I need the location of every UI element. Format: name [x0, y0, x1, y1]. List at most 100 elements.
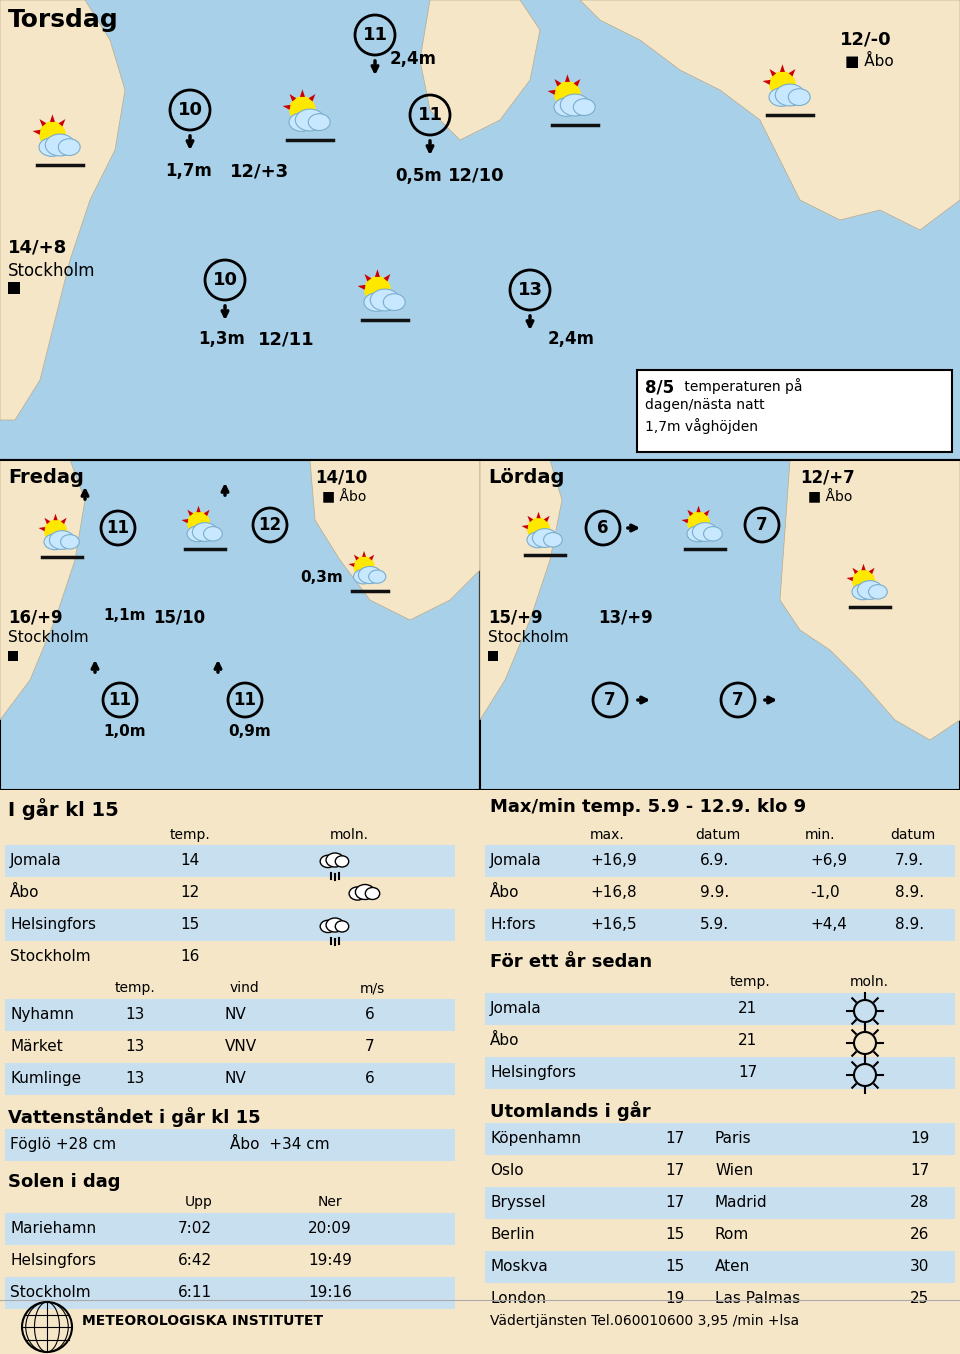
Ellipse shape	[776, 84, 804, 106]
Polygon shape	[687, 509, 693, 516]
Text: +4,4: +4,4	[810, 917, 847, 932]
Text: Berlin: Berlin	[490, 1227, 535, 1242]
Text: 16: 16	[180, 949, 200, 964]
Text: 7: 7	[756, 516, 768, 533]
Text: NV: NV	[225, 1071, 247, 1086]
Text: 6: 6	[365, 1007, 374, 1022]
Text: 14: 14	[180, 853, 200, 868]
Text: Kumlinge: Kumlinge	[10, 1071, 82, 1086]
Text: 15/+9: 15/+9	[488, 608, 542, 626]
Text: Köpenhamn: Köpenhamn	[490, 1131, 581, 1145]
Text: 13: 13	[125, 1007, 144, 1022]
Ellipse shape	[308, 114, 330, 130]
Text: 1,0m: 1,0m	[103, 724, 146, 739]
Ellipse shape	[371, 290, 399, 311]
Text: 13: 13	[517, 282, 542, 299]
Circle shape	[770, 72, 795, 97]
Polygon shape	[59, 119, 65, 126]
Text: Moskva: Moskva	[490, 1259, 548, 1274]
Ellipse shape	[358, 566, 381, 584]
Text: 12/+7: 12/+7	[800, 468, 854, 486]
Ellipse shape	[704, 527, 722, 542]
Polygon shape	[33, 130, 40, 135]
Text: London: London	[490, 1290, 546, 1307]
Text: 10: 10	[178, 102, 203, 119]
Text: 0,9m: 0,9m	[228, 724, 271, 739]
Text: 19: 19	[665, 1290, 684, 1307]
Text: 15: 15	[665, 1259, 684, 1274]
Text: Märket: Märket	[10, 1039, 62, 1053]
Circle shape	[188, 512, 209, 533]
Text: Stockholm: Stockholm	[10, 949, 90, 964]
Polygon shape	[543, 516, 550, 523]
Text: 11: 11	[418, 106, 443, 125]
Ellipse shape	[533, 528, 558, 547]
Polygon shape	[181, 519, 188, 523]
Text: temp.: temp.	[730, 975, 771, 988]
Text: Stockholm: Stockholm	[10, 1285, 90, 1300]
Text: Föglö +28 cm: Föglö +28 cm	[10, 1137, 116, 1152]
Text: 7:02: 7:02	[178, 1221, 212, 1236]
Text: dagen/nästa natt: dagen/nästa natt	[645, 398, 764, 412]
Ellipse shape	[366, 887, 380, 899]
Text: I går kl 15: I går kl 15	[8, 798, 119, 821]
Bar	[0, 0, 960, 460]
Text: 7: 7	[604, 691, 615, 709]
Text: Ner: Ner	[318, 1196, 343, 1209]
Polygon shape	[788, 69, 796, 76]
Text: 7: 7	[365, 1039, 374, 1053]
Ellipse shape	[852, 584, 874, 600]
Polygon shape	[204, 509, 209, 516]
Text: 14/+8: 14/+8	[8, 238, 67, 256]
Text: Nyhamn: Nyhamn	[10, 1007, 74, 1022]
Text: 0,5m: 0,5m	[395, 167, 442, 185]
Text: 13: 13	[125, 1071, 144, 1086]
Text: 8.9.: 8.9.	[895, 886, 924, 900]
Text: temp.: temp.	[115, 982, 156, 995]
Bar	[8, 651, 18, 661]
Bar	[5, 909, 455, 941]
Polygon shape	[187, 509, 193, 516]
Text: moln.: moln.	[330, 829, 369, 842]
Text: 10: 10	[212, 271, 237, 288]
Polygon shape	[357, 284, 366, 290]
Text: 17: 17	[665, 1163, 684, 1178]
Text: 17: 17	[665, 1131, 684, 1145]
Ellipse shape	[60, 535, 80, 548]
Ellipse shape	[353, 570, 373, 584]
Ellipse shape	[788, 89, 810, 106]
Polygon shape	[290, 93, 297, 102]
Ellipse shape	[383, 294, 405, 310]
Text: m/s: m/s	[360, 982, 385, 995]
Polygon shape	[555, 79, 562, 87]
Text: 1,3m: 1,3m	[198, 330, 245, 348]
Polygon shape	[521, 525, 528, 529]
Text: 6: 6	[597, 519, 609, 538]
Text: 14/10: 14/10	[315, 468, 368, 486]
Text: För ett år sedan: För ett år sedan	[490, 953, 652, 971]
Polygon shape	[50, 114, 55, 122]
Polygon shape	[354, 555, 359, 561]
Text: 12: 12	[258, 516, 281, 533]
Polygon shape	[696, 506, 701, 512]
Ellipse shape	[296, 110, 324, 131]
Text: temperaturen på: temperaturen på	[680, 378, 803, 394]
Ellipse shape	[561, 93, 589, 116]
Text: +16,5: +16,5	[590, 917, 636, 932]
Ellipse shape	[204, 527, 223, 542]
Text: Stockholm: Stockholm	[488, 630, 568, 645]
Polygon shape	[39, 119, 46, 126]
Bar	[5, 845, 455, 877]
Circle shape	[39, 122, 65, 148]
Text: +16,9: +16,9	[590, 853, 636, 868]
Text: 8/5: 8/5	[645, 378, 674, 395]
Text: 16/+9: 16/+9	[8, 608, 62, 626]
Text: 1,7m: 1,7m	[165, 162, 212, 180]
Bar	[637, 370, 952, 452]
Text: Aten: Aten	[715, 1259, 751, 1274]
Text: H:fors: H:fors	[490, 917, 536, 932]
Text: Stockholm: Stockholm	[8, 263, 95, 280]
Text: 1,1m: 1,1m	[103, 608, 146, 623]
Polygon shape	[308, 93, 316, 102]
Bar	[485, 1122, 955, 1155]
